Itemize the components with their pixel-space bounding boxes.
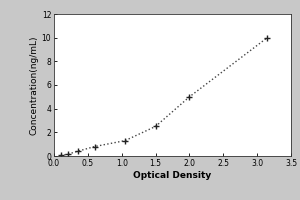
X-axis label: Optical Density: Optical Density <box>134 171 212 180</box>
Y-axis label: Concentration(ng/mL): Concentration(ng/mL) <box>30 35 39 135</box>
